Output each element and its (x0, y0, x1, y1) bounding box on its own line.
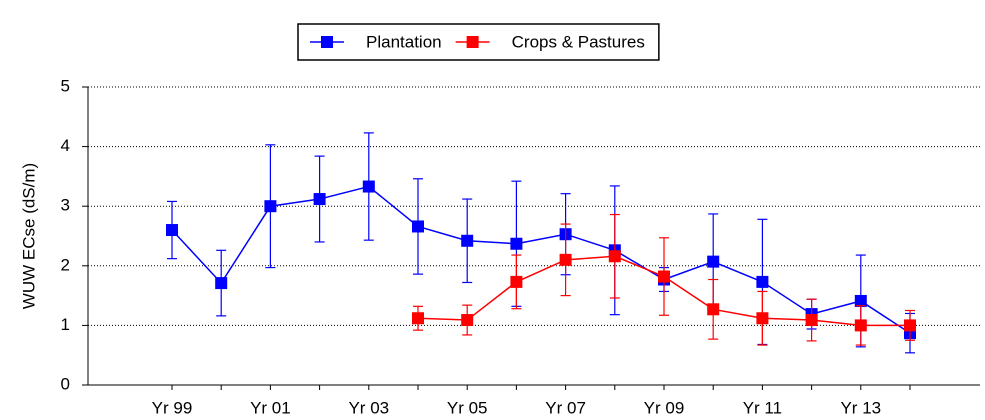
y-tick-label: 1 (61, 315, 70, 334)
legend-swatch (466, 36, 479, 48)
marker (707, 255, 720, 268)
x-tick-label: Yr 03 (348, 398, 389, 417)
y-axis-label: WUW ECse (dS/m) (19, 163, 38, 309)
marker (510, 275, 523, 288)
x-tick-label: Yr 09 (644, 398, 685, 417)
marker (608, 250, 621, 263)
x-tick-label: Yr 01 (250, 398, 291, 417)
y-tick-label: 5 (61, 76, 70, 95)
marker (756, 275, 769, 288)
x-tick-label: Yr 05 (447, 398, 488, 417)
legend-label: Crops & Pastures (512, 32, 645, 51)
marker (166, 224, 178, 237)
marker (215, 277, 228, 290)
marker (559, 253, 572, 266)
marker (362, 180, 375, 193)
marker (658, 270, 670, 283)
marker (461, 234, 474, 247)
marker (805, 314, 818, 327)
y-tick-label: 4 (61, 136, 70, 155)
legend-label: Plantation (366, 32, 442, 51)
marker (904, 319, 916, 332)
marker (510, 237, 523, 250)
marker (854, 319, 867, 332)
y-tick-label: 3 (61, 196, 70, 215)
marker (412, 220, 424, 233)
x-tick-label: Yr 99 (152, 398, 193, 417)
marker (707, 303, 720, 316)
series-line (171, 185, 911, 334)
marker (461, 314, 474, 327)
marker (756, 312, 769, 325)
x-tick-label: Yr 13 (840, 398, 881, 417)
marker (854, 294, 867, 307)
marker (264, 200, 277, 213)
x-tick-label: Yr 07 (545, 398, 586, 417)
marker (313, 193, 326, 206)
y-tick-label: 2 (61, 255, 70, 274)
legend-swatch (321, 36, 333, 48)
y-tick-label: 0 (61, 374, 70, 393)
marker (412, 312, 424, 325)
x-tick-label: Yr 11 (743, 398, 782, 417)
